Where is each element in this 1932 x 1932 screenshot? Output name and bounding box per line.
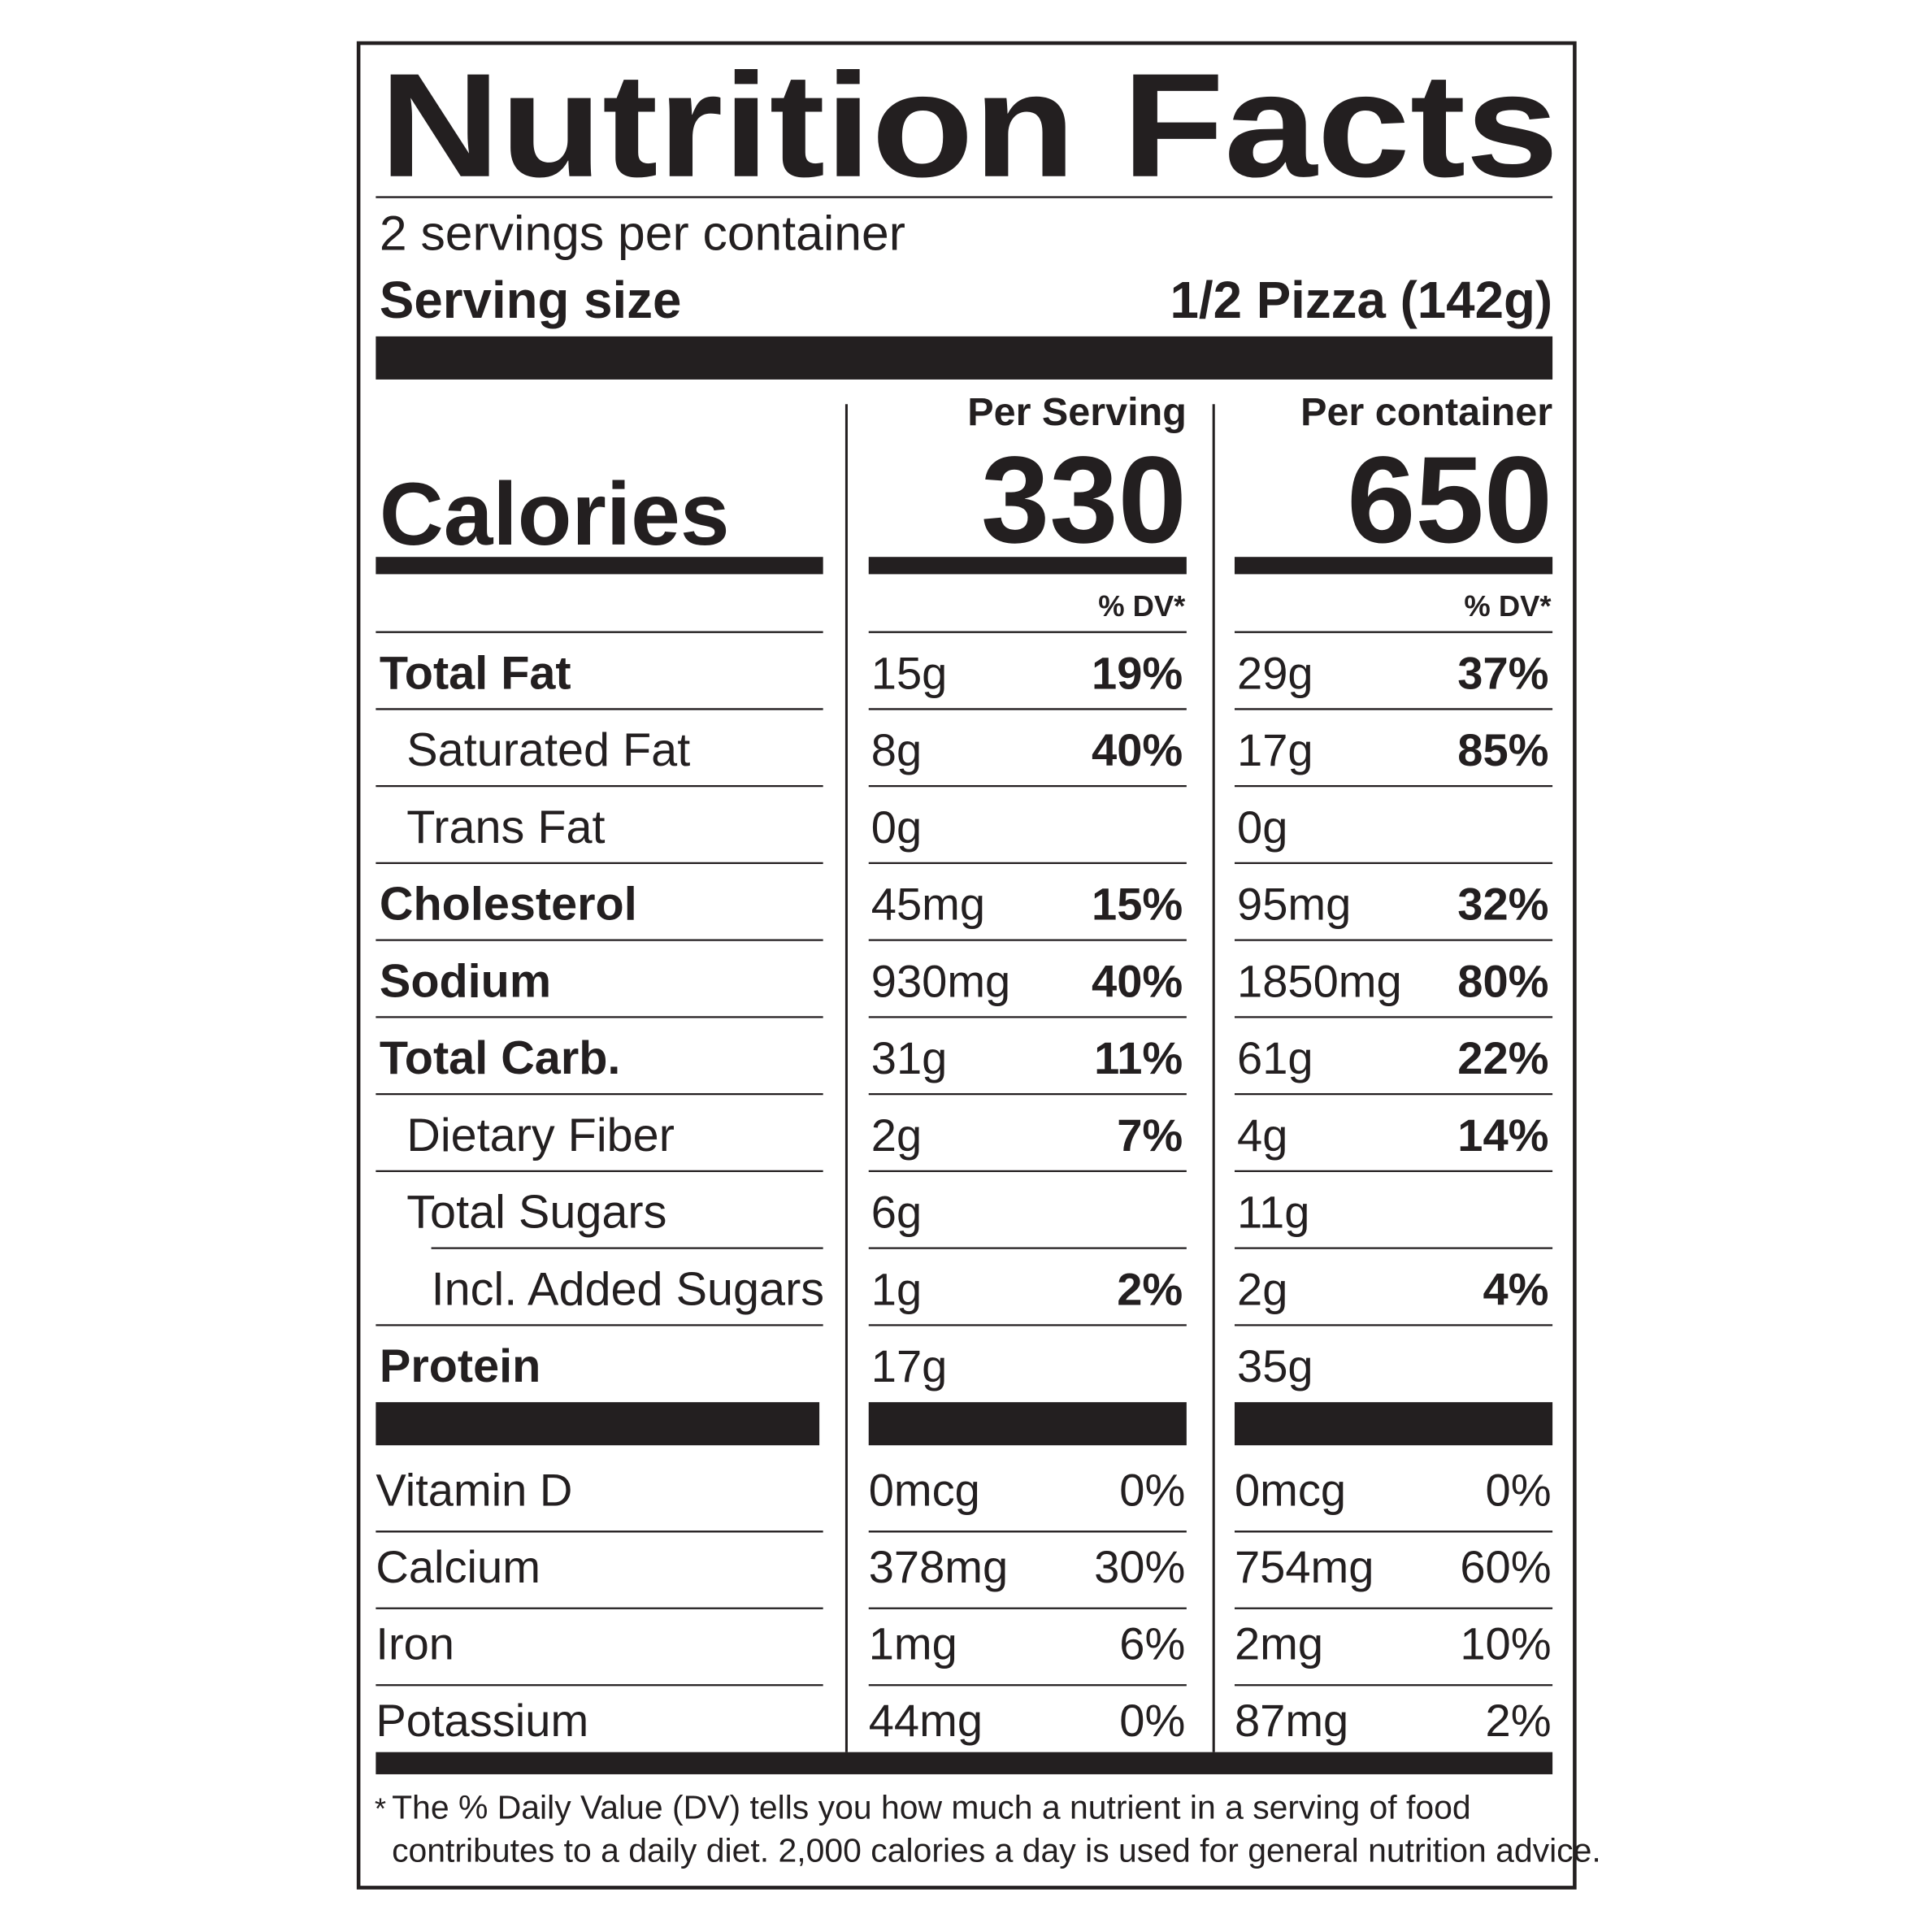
servings: 2 servings per container bbox=[380, 206, 905, 261]
amount: 1g bbox=[871, 1263, 922, 1314]
nutrient-name: Total Sugars bbox=[406, 1187, 666, 1239]
amount: 378mg bbox=[869, 1541, 1008, 1592]
calories-value: 650 bbox=[1347, 432, 1552, 569]
daily-value: 2% bbox=[1486, 1695, 1552, 1746]
daily-value: 22% bbox=[1457, 1032, 1548, 1083]
daily-value: 7% bbox=[1117, 1109, 1183, 1161]
daily-value: 11% bbox=[1094, 1032, 1183, 1083]
amount: 2g bbox=[871, 1109, 922, 1161]
bar bbox=[376, 557, 823, 575]
amount: 87mg bbox=[1235, 1695, 1348, 1746]
amount: 45mg bbox=[871, 879, 985, 930]
serving-size-label: Serving size bbox=[380, 271, 682, 329]
footnote: contributes to a daily diet. 2,000 calor… bbox=[392, 1832, 1601, 1869]
daily-value: 14% bbox=[1457, 1109, 1548, 1161]
daily-value: 60% bbox=[1460, 1541, 1551, 1592]
amount: 1850mg bbox=[1237, 955, 1402, 1006]
daily-value: 85% bbox=[1457, 724, 1548, 775]
daily-value: 40% bbox=[1092, 955, 1183, 1006]
nutrient-name: Sodium bbox=[380, 955, 551, 1007]
amount: 15g bbox=[871, 647, 948, 698]
nutrient-name: Trans Fat bbox=[406, 801, 605, 853]
bar bbox=[1234, 1402, 1553, 1446]
amount: 35g bbox=[1237, 1340, 1313, 1391]
daily-value: 0% bbox=[1119, 1695, 1185, 1746]
vitamin-name: Calcium bbox=[376, 1541, 541, 1592]
daily-value: 40% bbox=[1092, 724, 1183, 775]
amount: 0mcg bbox=[1235, 1464, 1346, 1515]
amount: 1mg bbox=[869, 1617, 957, 1669]
vitamin-name: Potassium bbox=[376, 1695, 588, 1746]
footnote: The % Daily Value (DV) tells you how muc… bbox=[392, 1789, 1471, 1826]
column-header: Per Serving bbox=[967, 390, 1187, 434]
bar bbox=[376, 336, 1553, 380]
nutrient-name: Total Fat bbox=[380, 647, 571, 699]
amount: 0g bbox=[871, 801, 922, 853]
bar bbox=[376, 1752, 1553, 1774]
amount: 29g bbox=[1237, 647, 1313, 698]
nutrient-name: Incl. Added Sugars bbox=[432, 1263, 824, 1315]
calories-label: Calories bbox=[380, 465, 730, 564]
amount: 0g bbox=[1237, 801, 1287, 853]
border bbox=[356, 41, 1577, 1890]
column-header: Per container bbox=[1300, 390, 1552, 434]
bar bbox=[1234, 557, 1553, 575]
amount: 61g bbox=[1237, 1032, 1313, 1083]
amount: 11g bbox=[1237, 1187, 1309, 1238]
daily-value: 6% bbox=[1119, 1617, 1185, 1669]
amount: 2mg bbox=[1235, 1617, 1323, 1669]
daily-value: 4% bbox=[1483, 1263, 1548, 1314]
vitamin-name: Vitamin D bbox=[376, 1464, 572, 1515]
daily-value: 10% bbox=[1460, 1617, 1551, 1669]
nutrient-name: Cholesterol bbox=[380, 879, 637, 931]
bar bbox=[376, 1402, 820, 1446]
amount: 930mg bbox=[871, 955, 1010, 1006]
nutrient-name: Saturated Fat bbox=[406, 724, 690, 776]
calories-value: 330 bbox=[981, 432, 1187, 569]
nutrient-name: Dietary Fiber bbox=[406, 1109, 675, 1161]
vitamin-name: Iron bbox=[376, 1617, 454, 1669]
daily-value: 37% bbox=[1457, 647, 1548, 698]
daily-value: 32% bbox=[1457, 879, 1548, 930]
daily-value: 30% bbox=[1094, 1541, 1185, 1592]
dv-header: % DV* bbox=[1098, 589, 1186, 623]
amount: 44mg bbox=[869, 1695, 983, 1746]
amount: 17g bbox=[871, 1340, 948, 1391]
daily-value: 0% bbox=[1119, 1464, 1185, 1515]
footnote-mark: * bbox=[375, 1792, 386, 1826]
daily-value: 80% bbox=[1457, 955, 1548, 1006]
nutrient-name: Protein bbox=[380, 1340, 541, 1392]
amount: 31g bbox=[871, 1032, 948, 1083]
title: Nutrition Facts bbox=[380, 42, 1559, 208]
dv-header: % DV* bbox=[1464, 589, 1552, 623]
amount: 17g bbox=[1237, 724, 1313, 775]
amount: 754mg bbox=[1235, 1541, 1374, 1592]
amount: 4g bbox=[1237, 1109, 1287, 1161]
amount: 0mcg bbox=[869, 1464, 980, 1515]
daily-value: 0% bbox=[1486, 1464, 1552, 1515]
daily-value: 19% bbox=[1092, 647, 1183, 698]
bar bbox=[868, 557, 1187, 575]
bar bbox=[868, 1402, 1187, 1446]
serving-size: 1/2 Pizza (142g) bbox=[1170, 271, 1553, 329]
daily-value: 2% bbox=[1117, 1263, 1183, 1314]
amount: 2g bbox=[1237, 1263, 1287, 1314]
amount: 6g bbox=[871, 1187, 922, 1238]
daily-value: 15% bbox=[1092, 879, 1183, 930]
nutrient-name: Total Carb. bbox=[380, 1032, 621, 1084]
amount: 95mg bbox=[1237, 879, 1351, 930]
amount: 8g bbox=[871, 724, 922, 775]
